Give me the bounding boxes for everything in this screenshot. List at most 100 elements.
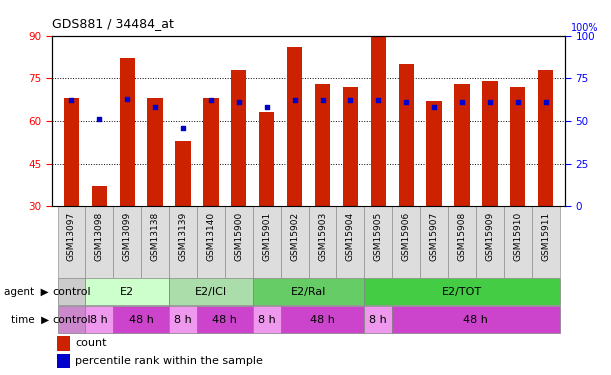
Point [290,98,299,104]
Text: time  ▶: time ▶ [11,315,49,325]
Bar [392,306,560,333]
Point [345,98,355,104]
Point [95,116,104,122]
Text: E2/ICI: E2/ICI [195,286,227,297]
Point [150,104,160,110]
Text: GSM15907: GSM15907 [430,212,439,261]
Bar [448,206,476,278]
Bar [253,278,364,305]
Bar [113,206,141,278]
Bar [280,206,309,278]
Bar [57,206,86,278]
Bar [57,354,70,368]
Text: GSM13098: GSM13098 [95,212,104,261]
Bar [532,206,560,278]
Bar [197,206,225,278]
Point [178,125,188,131]
Text: GSM13140: GSM13140 [207,212,216,261]
Bar [337,206,364,278]
Bar [57,306,86,333]
Bar [147,98,163,206]
Bar [287,47,302,206]
Bar [86,206,113,278]
Bar [225,206,253,278]
Text: GSM15908: GSM15908 [458,212,466,261]
Text: GSM13139: GSM13139 [178,212,188,261]
Bar [141,206,169,278]
Point [429,104,439,110]
Point [485,99,495,105]
Text: GSM13099: GSM13099 [123,212,132,261]
Text: control: control [52,315,91,325]
Bar [169,306,197,333]
Bar [64,98,79,206]
Bar [420,206,448,278]
Bar [57,278,86,305]
Text: GDS881 / 34484_at: GDS881 / 34484_at [52,17,174,30]
Text: E2/TOT: E2/TOT [442,286,482,297]
Bar [315,84,330,206]
Point [318,98,327,104]
Text: control: control [52,286,91,297]
Text: 100%: 100% [571,23,598,33]
Text: percentile rank within the sample: percentile rank within the sample [75,356,263,366]
Text: 8 h: 8 h [174,315,192,325]
Text: GSM15900: GSM15900 [235,212,243,261]
Bar [398,64,414,206]
Point [206,98,216,104]
Point [373,98,383,104]
Text: GSM15902: GSM15902 [290,212,299,261]
Bar [510,87,525,206]
Text: GSM13097: GSM13097 [67,212,76,261]
Bar [113,306,169,333]
Bar [253,306,280,333]
Bar [120,58,135,206]
Text: 48 h: 48 h [464,315,488,325]
Bar [455,84,470,206]
Bar [280,306,364,333]
Bar [482,81,497,206]
Point [234,99,244,105]
Bar [364,306,392,333]
Text: count: count [75,339,106,348]
Text: GSM15909: GSM15909 [485,212,494,261]
Text: GSM13138: GSM13138 [151,212,159,261]
Bar [504,206,532,278]
Bar [343,87,358,206]
Text: E2: E2 [120,286,134,297]
Bar [197,306,253,333]
Bar [426,101,442,206]
Text: 48 h: 48 h [310,315,335,325]
Point [401,99,411,105]
Bar [364,278,560,305]
Text: agent  ▶: agent ▶ [4,286,49,297]
Bar [392,206,420,278]
Bar [175,141,191,206]
Bar [169,278,253,305]
Bar [259,112,274,206]
Text: 48 h: 48 h [213,315,237,325]
Point [67,98,76,104]
Bar [203,98,219,206]
Text: GSM15901: GSM15901 [262,212,271,261]
Bar [92,186,107,206]
Text: 48 h: 48 h [129,315,153,325]
Text: E2/Ral: E2/Ral [291,286,326,297]
Text: GSM15910: GSM15910 [513,212,522,261]
Bar [86,306,113,333]
Bar [476,206,504,278]
Text: 8 h: 8 h [258,315,276,325]
Text: GSM15903: GSM15903 [318,212,327,261]
Text: GSM15904: GSM15904 [346,212,355,261]
Text: GSM15911: GSM15911 [541,212,550,261]
Bar [231,70,246,206]
Bar [253,206,280,278]
Point [122,96,132,102]
Text: 8 h: 8 h [90,315,108,325]
Bar [57,336,70,351]
Bar [86,278,169,305]
Bar [371,33,386,206]
Bar [309,206,337,278]
Point [513,99,522,105]
Text: GSM15905: GSM15905 [374,212,382,261]
